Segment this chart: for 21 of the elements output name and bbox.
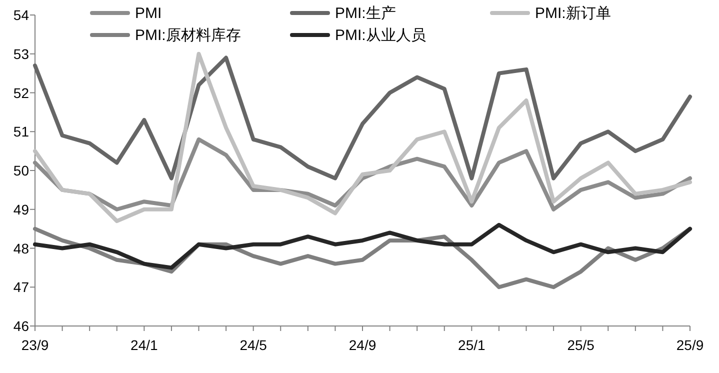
legend-label: PMI:新订单	[535, 5, 611, 22]
legend-label: PMI:从业人员	[335, 27, 426, 44]
x-tick-label: 25/1	[458, 337, 486, 353]
x-tick-label: 25/5	[567, 337, 595, 353]
y-tick-label: 54	[13, 7, 30, 23]
x-tick-label: 24/9	[348, 337, 376, 353]
y-tick-label: 49	[13, 201, 30, 218]
x-tick-label: 24/5	[240, 337, 268, 353]
y-tick-label: 50	[13, 162, 30, 178]
y-tick-label: 46	[13, 318, 30, 334]
y-tick-label: 51	[13, 124, 30, 140]
legend-label: PMI:原材料库存	[135, 27, 241, 44]
y-tick-label: 48	[13, 240, 30, 256]
legend-label: PMI:生产	[335, 5, 396, 22]
legend-label: PMI	[135, 5, 162, 22]
y-tick-label: 52	[13, 84, 30, 101]
y-tick-label: 47	[13, 279, 30, 296]
x-tick-label: 25/9	[676, 337, 704, 353]
y-tick-label: 53	[13, 46, 30, 62]
x-tick-label: 24/1	[130, 337, 158, 353]
x-tick-label: 23/9	[21, 337, 49, 353]
